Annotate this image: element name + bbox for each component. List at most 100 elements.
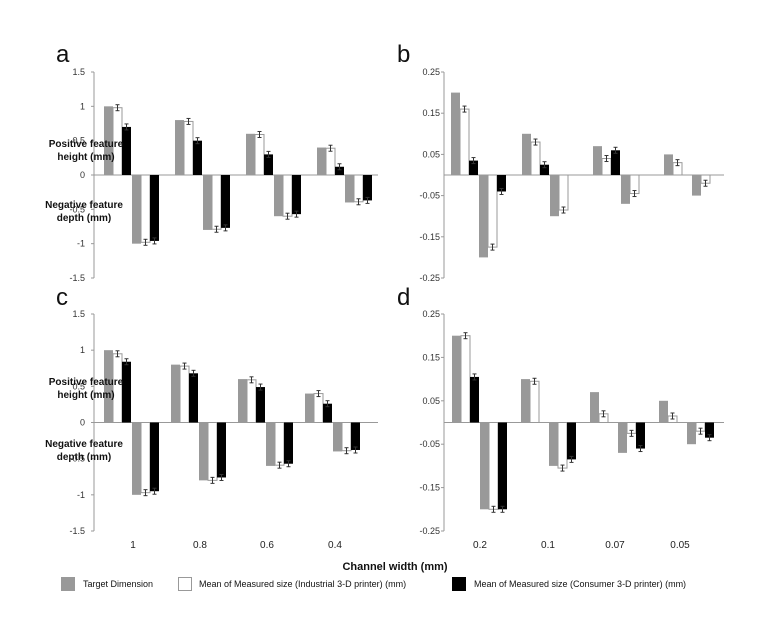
bar-b-series-2-cat-1 [540, 164, 549, 175]
bar-b-series-0-cat-2 [593, 146, 602, 175]
x-category-label: 0.05 [670, 540, 690, 551]
bar-d-series-0-cat-0 [452, 335, 461, 423]
bar-a-series-3-cat-1 [203, 175, 212, 230]
ylabel-top-negative-1: Negative feature [45, 200, 123, 211]
bar-d-series-3-cat-3 [687, 422, 696, 445]
bar-c-series-4-cat-1 [207, 422, 218, 481]
ylabel-top-negative-2: depth (mm) [57, 213, 111, 224]
y-tick-label: 1.5 [72, 67, 85, 77]
bar-b-series-0-cat-0 [451, 92, 460, 175]
bar-b-series-1-cat-1 [530, 141, 541, 176]
y-tick-label: -0.15 [419, 232, 440, 242]
bar-b-series-3-cat-1 [550, 175, 559, 217]
y-tick-label: 0 [80, 170, 85, 180]
panel-letter-d: d [397, 284, 410, 311]
ylabel-top-positive-1: Positive feature [49, 139, 124, 150]
y-tick-label: 0.15 [422, 352, 440, 362]
y-tick-label: 0.5 [72, 136, 85, 146]
bar-c-series-1-cat-1 [179, 365, 190, 423]
y-tick-label: 1 [80, 101, 85, 111]
bar-d-series-5-cat-3 [705, 422, 714, 438]
bar-b-series-3-cat-0 [479, 175, 488, 258]
ylabel-bottom-positive-2: height (mm) [57, 390, 114, 401]
bar-c-series-3-cat-0 [132, 422, 141, 495]
panel-letter-b: b [397, 41, 410, 68]
y-tick-label: -1 [77, 490, 85, 500]
bar-a-series-0-cat-2 [246, 133, 255, 175]
panel-letter-a: a [56, 41, 70, 68]
bar-d-series-0-cat-3 [659, 400, 668, 423]
bar-d-series-1-cat-1 [529, 380, 540, 423]
bar-a-series-1-cat-1 [183, 120, 194, 176]
x-category-label: 0.1 [541, 540, 555, 551]
legend-swatch-target [61, 577, 75, 591]
y-tick-label: 1.5 [72, 309, 85, 319]
ylabel-bottom-positive-1: Positive feature [49, 377, 124, 388]
legend: Target Dimension Mean of Measured size (… [61, 577, 686, 591]
bar-c-series-2-cat-2 [256, 387, 265, 423]
bar-c-series-4-cat-2 [274, 422, 285, 466]
y-tick-label: 0.05 [422, 149, 440, 159]
bar-b-series-3-cat-3 [692, 175, 701, 196]
y-tick-label: -1.5 [69, 526, 85, 536]
bar-d-series-5-cat-1 [567, 422, 576, 460]
bar-d-series-2-cat-0 [470, 376, 479, 423]
legend-swatch-industrial [178, 577, 192, 591]
y-tick-label: 0.05 [422, 396, 440, 406]
y-tick-label: -1.5 [69, 273, 85, 283]
bar-b-series-2-cat-0 [469, 160, 478, 175]
bar-c-series-2-cat-3 [323, 403, 332, 423]
bar-a-series-0-cat-1 [175, 120, 184, 175]
bar-a-series-2-cat-3 [335, 166, 344, 175]
bar-d-series-5-cat-2 [636, 422, 645, 449]
bar-a-series-2-cat-1 [193, 140, 202, 175]
bar-c-series-0-cat-1 [171, 364, 180, 423]
bar-c-series-5-cat-3 [351, 422, 360, 450]
bar-a-series-3-cat-3 [345, 175, 354, 203]
bar-b-series-5-cat-0 [497, 175, 506, 192]
x-category-label: 0.07 [605, 540, 625, 551]
y-tick-label: -0.15 [419, 483, 440, 493]
bar-a-series-5-cat-3 [363, 175, 372, 201]
bar-a-series-1-cat-2 [254, 133, 265, 176]
bar-a-series-3-cat-2 [274, 175, 283, 217]
bar-b-series-0-cat-3 [664, 154, 673, 175]
bar-a-series-5-cat-2 [292, 175, 301, 215]
panel-b: b 0.25 0.15 0.05 -0.05 -0.15 -0.25 [397, 41, 724, 283]
bar-c-series-0-cat-3 [305, 393, 314, 423]
bar-c-series-0-cat-2 [238, 379, 247, 423]
y-tick-label: 0 [80, 418, 85, 428]
bar-c-series-1-cat-0 [112, 353, 123, 423]
bar-c-series-2-cat-1 [189, 373, 198, 423]
bar-c-series-3-cat-1 [199, 422, 208, 481]
y-tick-label: -0.5 [69, 204, 85, 214]
bar-d-series-5-cat-0 [498, 422, 507, 510]
bar-b-series-2-cat-2 [611, 150, 620, 175]
y-tick-label: -0.05 [419, 439, 440, 449]
x-category-label: 0.2 [473, 540, 487, 551]
bar-b-series-4-cat-0 [487, 174, 498, 248]
bar-a-series-4-cat-3 [353, 174, 364, 203]
ylabel-bottom-negative-2: depth (mm) [57, 452, 111, 463]
bar-c-series-5-cat-0 [150, 422, 159, 492]
bar-a-series-0-cat-3 [317, 147, 326, 175]
bar-d-series-1-cat-0 [460, 335, 471, 424]
x-axis-title: Channel width (mm) [342, 561, 447, 573]
bar-a-series-5-cat-0 [150, 175, 159, 241]
bar-c-series-0-cat-0 [104, 350, 113, 423]
bar-b-series-4-cat-1 [558, 174, 569, 211]
panel-a: a1.5 1 0.5 0 -0.5 -1 -1.5 [56, 41, 378, 283]
ylabel-top-positive-2: height (mm) [57, 152, 114, 163]
bar-d-series-3-cat-0 [480, 422, 489, 510]
y-tick-label: 0.25 [422, 67, 440, 77]
bar-c-series-3-cat-2 [266, 422, 275, 466]
y-tick-label: -1 [77, 239, 85, 249]
bar-b-series-0-cat-1 [522, 133, 531, 175]
bar-c-series-5-cat-2 [284, 422, 293, 464]
bar-b-series-1-cat-0 [459, 108, 470, 176]
bar-c-series-1-cat-3 [313, 393, 324, 424]
bar-a-series-3-cat-0 [132, 175, 141, 244]
bar-a-series-4-cat-1 [211, 174, 222, 230]
bar-d-series-0-cat-2 [590, 392, 599, 423]
